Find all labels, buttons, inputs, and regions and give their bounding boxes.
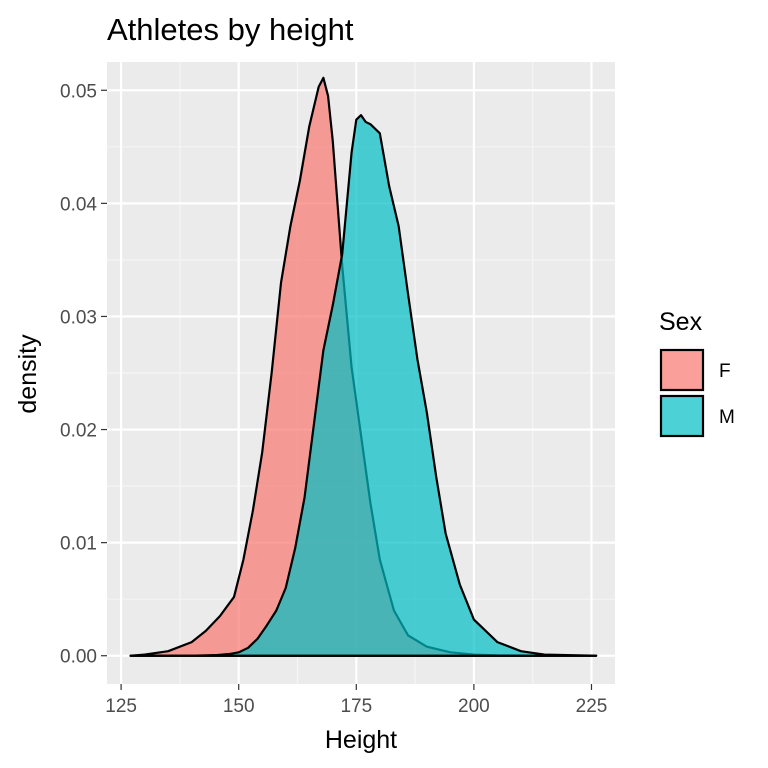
x-axis: 125 150 175 200 225 [105,684,607,717]
legend-label-m: M [719,407,735,428]
x-tick-label: 125 [105,696,137,717]
legend-key-f [659,348,705,392]
x-tick-label: 225 [576,696,608,717]
y-tick-label: 0.04 [60,194,97,215]
y-tick-label: 0.02 [60,421,97,442]
x-tick-label: 200 [458,696,490,717]
x-tick-label: 150 [223,696,255,717]
legend-title: Sex [659,308,703,336]
chart-title: Athletes by height [107,12,354,47]
legend-label-f: F [719,361,731,382]
legend: Sex F M [659,308,735,438]
x-tick-label: 175 [340,696,372,717]
y-axis: 0.00 0.01 0.02 0.03 0.04 0.05 [60,81,107,668]
y-tick-label: 0.00 [60,647,97,668]
y-axis-title: density [14,334,42,414]
density-area-m [129,114,598,657]
y-tick-label: 0.01 [60,534,97,555]
x-axis-title: Height [325,726,397,754]
y-tick-label: 0.03 [60,307,97,328]
legend-key-m [659,394,705,438]
density-curves [129,76,598,657]
y-tick-label: 0.05 [60,81,97,102]
